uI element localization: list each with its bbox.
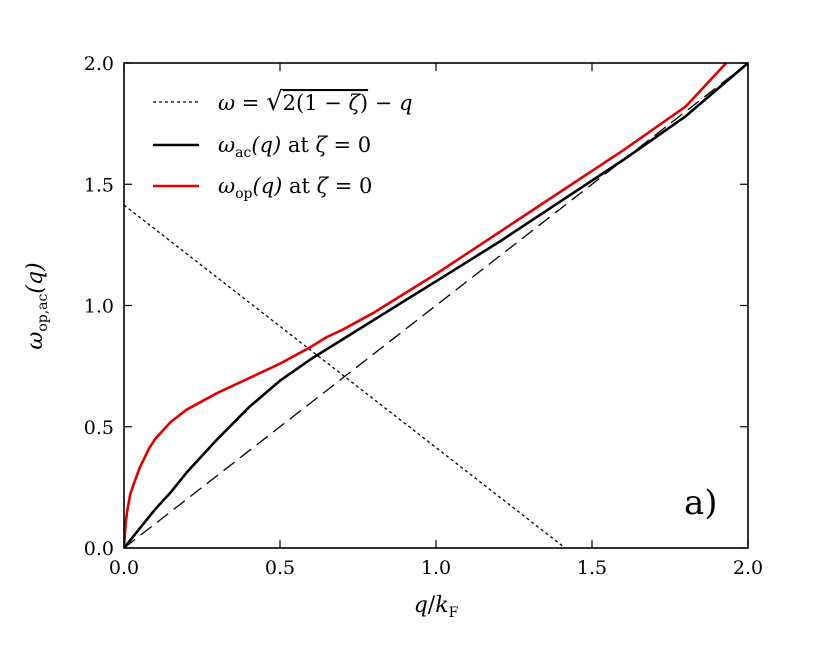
y-tick-label-4: 2.0: [84, 53, 114, 75]
x-tick-label-3: 1.5: [577, 557, 607, 579]
legend-label-op: ωop(q) at ζ = 0: [218, 174, 372, 202]
tick-layer: 0.0 0.5 1.0 1.5 2.0 0.0 0.5 1.0 1.5 2.0: [84, 53, 763, 579]
y-tick-label-3: 1.5: [84, 174, 114, 196]
legend-label-ac: ωac(q) at ζ = 0: [218, 133, 371, 161]
series-layer: [124, 63, 748, 548]
y-tick-label-0: 0.0: [84, 538, 114, 560]
series-line-3: [124, 63, 748, 548]
legend: ω = √2(1 − ζ) − q ωac(q) at ζ = 0 ωop(q)…: [153, 87, 413, 202]
y-tick-label-2: 1.0: [84, 296, 114, 318]
x-axis-label: q/kF: [414, 593, 459, 621]
x-tick-label-0: 0.0: [109, 557, 139, 579]
panel-label: a): [684, 483, 718, 523]
x-tick-label-1: 0.5: [265, 557, 295, 579]
y-tick-label-1: 0.5: [84, 417, 114, 439]
series-line-1: [124, 63, 748, 548]
x-tick-label-4: 2.0: [733, 557, 763, 579]
y-axis-label: ωop,ac(q): [23, 262, 51, 349]
x-tick-label-2: 1.0: [421, 557, 451, 579]
legend-label-dotted: ω = √2(1 − ζ) − q: [218, 87, 413, 117]
series-line-2: [124, 63, 728, 548]
